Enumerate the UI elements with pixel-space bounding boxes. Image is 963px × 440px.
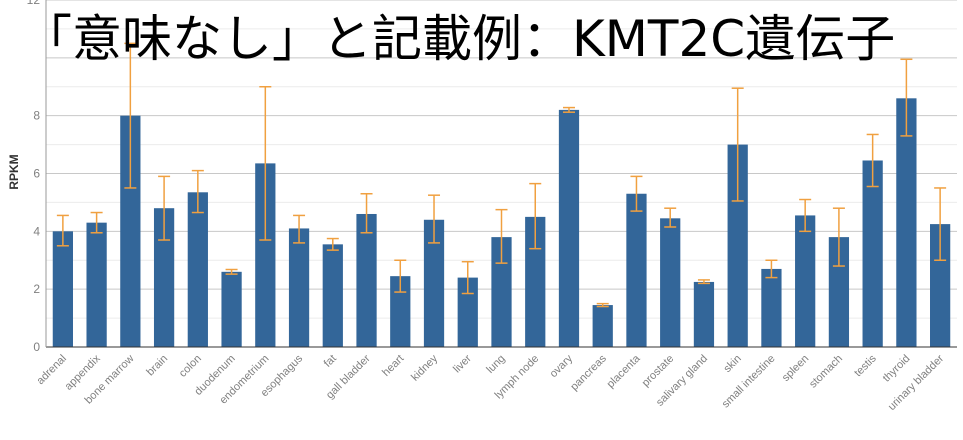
- x-tick-label: thyroid: [881, 353, 913, 385]
- bar: [693, 281, 715, 347]
- x-tick-label: fat: [322, 353, 339, 370]
- bar: [288, 228, 310, 347]
- bar: [221, 271, 242, 347]
- bar: [153, 208, 175, 347]
- bar: [727, 144, 748, 347]
- bar: [862, 160, 883, 347]
- axes: [45, 0, 957, 348]
- bars: [52, 98, 951, 348]
- overlay-title: 「意味なし」と記載例：KMT2C遺伝子: [22, 10, 896, 68]
- bar: [356, 213, 377, 347]
- x-tick-label: pancreas: [568, 352, 609, 393]
- y-tick-label: 6: [33, 167, 40, 181]
- y-axis-label: RPKM: [7, 154, 21, 189]
- x-tick-label: kidney: [409, 352, 440, 383]
- bar: [558, 109, 580, 347]
- bar: [255, 163, 276, 347]
- bar: [491, 237, 512, 347]
- bar: [592, 305, 613, 347]
- bar: [457, 277, 478, 347]
- x-tick-label: lung: [484, 353, 507, 376]
- x-tick-label: placenta: [605, 352, 644, 391]
- bar: [52, 231, 73, 347]
- x-tick-label: testis: [852, 352, 879, 379]
- x-tick-label: brain: [144, 353, 170, 379]
- y-tick-label: 12: [27, 0, 41, 7]
- bar: [626, 193, 647, 347]
- bar: [930, 224, 951, 347]
- bar: [322, 244, 343, 347]
- bar: [187, 192, 208, 347]
- bar: [795, 215, 816, 347]
- bar: [761, 268, 782, 347]
- y-tick-label: 8: [33, 109, 40, 123]
- bar: [390, 276, 411, 347]
- bar: [86, 222, 107, 347]
- bar: [120, 115, 141, 348]
- x-tick-label: stomach: [807, 353, 845, 391]
- x-tick-label: liver: [451, 352, 474, 375]
- bar: [660, 218, 681, 347]
- x-tick-label: colon: [177, 353, 204, 380]
- bar: [896, 98, 917, 347]
- x-tick-label: skin: [721, 353, 743, 375]
- y-tick-label: 2: [33, 282, 40, 296]
- y-tick-label: 4: [33, 224, 40, 238]
- x-tick-label: ovary: [548, 352, 576, 380]
- error-bars: [56, 42, 947, 308]
- x-tick-label: spleen: [780, 353, 811, 384]
- x-tick-label: heart: [380, 353, 406, 379]
- bar: [828, 237, 850, 347]
- y-tick-label: 0: [33, 340, 40, 354]
- y-tick-labels: 0 2 4 6 8 12: [27, 0, 41, 354]
- bar: [423, 219, 445, 347]
